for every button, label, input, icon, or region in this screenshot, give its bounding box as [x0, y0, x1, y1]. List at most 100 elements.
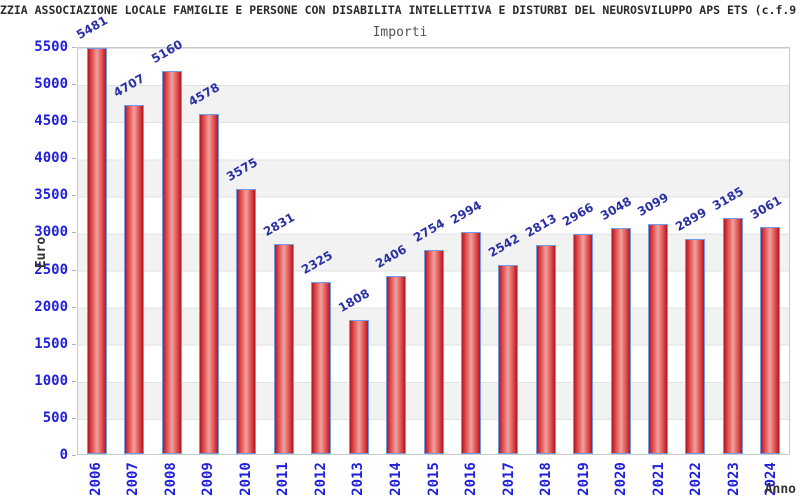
y-tick-mark	[72, 343, 76, 345]
bar-value-label: 2899	[672, 205, 709, 234]
y-tick-label: 500	[42, 409, 68, 426]
x-tick-label: 2010	[237, 462, 254, 496]
bar-value-label: 1808	[335, 286, 372, 315]
bar-value-label: 2966	[560, 200, 597, 229]
bar	[348, 319, 369, 454]
x-tick: 2011	[265, 459, 303, 499]
x-tick-label: 2020	[613, 462, 630, 496]
y-tick-mark	[72, 47, 76, 48]
chart-title: ZZIA ASSOCIAZIONE LOCALE FAMIGLIE E PERS…	[0, 3, 797, 17]
bar-slot: 2994	[448, 48, 489, 454]
y-tick-mark	[72, 158, 76, 160]
x-tick: 2007	[115, 459, 153, 499]
y-tick-label: 1000	[34, 372, 68, 389]
y-tick-label: 3500	[34, 187, 68, 204]
bar-slot: 5481	[74, 14, 115, 454]
bar	[535, 245, 556, 454]
bar-slot: 3061	[748, 48, 789, 454]
y-tick-mark	[72, 417, 76, 419]
x-tick: 2013	[340, 459, 378, 499]
bar	[423, 249, 444, 454]
y-tick-mark	[72, 380, 76, 382]
bar-value-label: 3099	[635, 190, 672, 220]
x-tick: 2008	[152, 459, 190, 499]
bar	[198, 114, 219, 454]
bar-value-label: 2754	[410, 215, 447, 245]
x-tick-label: 2019	[575, 462, 592, 496]
y-tick-mark	[72, 84, 76, 86]
y-tick-label: 2500	[34, 261, 68, 278]
y-tick-label: 1500	[34, 335, 68, 352]
x-tick: 2020	[602, 459, 640, 499]
bar	[685, 238, 706, 454]
bar-slot: 3099	[635, 48, 676, 454]
x-tick-label: 2023	[725, 462, 742, 496]
x-tick: 2010	[227, 459, 265, 499]
x-tick-label: 2015	[425, 462, 442, 496]
bar	[573, 233, 594, 454]
bar-slot: 3048	[598, 48, 639, 454]
bar-slot: 5160	[149, 37, 190, 454]
bar-value-label: 3048	[597, 194, 634, 223]
x-tick: 2015	[415, 459, 453, 499]
x-tick: 2023	[715, 459, 753, 499]
bar	[124, 104, 145, 454]
bar	[610, 227, 631, 454]
bar	[722, 217, 743, 454]
y-tick-label: 5000	[34, 76, 68, 93]
y-tick-mark	[72, 232, 76, 234]
y-tick-label: 4000	[34, 150, 68, 167]
bar-slot: 2542	[486, 48, 527, 454]
chart-subtitle: Importi	[372, 25, 428, 40]
plot-area: 5481 4707 5160 4578 3575 2831 2325 1808 2406 2754…	[74, 14, 790, 455]
bar-slot: 2899	[673, 48, 714, 454]
x-tick: 2019	[565, 459, 603, 499]
bar-slot: 2325	[299, 48, 340, 454]
bar-slot: 2406	[373, 48, 414, 454]
x-tick: 2014	[377, 459, 415, 499]
x-tick: 2012	[302, 459, 340, 499]
bar-value-label: 3575	[223, 154, 260, 184]
bar-slot: 2813	[523, 48, 564, 454]
bar	[161, 71, 182, 454]
x-tick: 2021	[640, 459, 678, 499]
x-tick-label: 2017	[500, 462, 517, 496]
x-tick-label: 2007	[125, 462, 142, 496]
bar-slot: 3575	[224, 48, 265, 454]
x-tick: 2009	[190, 459, 228, 499]
x-tick: 2016	[452, 459, 490, 499]
bar-value-label: 2994	[448, 198, 485, 227]
bar	[648, 224, 669, 454]
bar	[760, 226, 781, 454]
bar-slot: 4578	[186, 48, 227, 454]
bar-slot: 3185	[710, 48, 751, 454]
bar-slot: 4707	[111, 48, 152, 454]
bar	[273, 244, 294, 454]
bars-row: 5481 4707 5160 4578 3575 2831 2325 1808 2406 2754…	[74, 14, 789, 454]
x-tick-label: 2014	[388, 462, 405, 496]
x-tick-label: 2022	[688, 462, 705, 496]
x-tick-label: 2009	[200, 462, 217, 496]
bar	[386, 275, 407, 454]
bar-value-label: 3061	[747, 193, 784, 222]
x-axis-title: Anno	[764, 482, 796, 497]
bar-value-label: 2813	[523, 211, 559, 241]
x-tick-label: 2011	[275, 462, 292, 496]
y-tick-mark	[72, 306, 76, 308]
x-tick: 2022	[678, 459, 716, 499]
x-tick-label: 2018	[538, 462, 555, 496]
bar-slot: 2831	[261, 48, 302, 454]
x-tick: 2018	[527, 459, 565, 499]
y-tick-label: 0	[59, 447, 68, 463]
y-tick-label: 4500	[34, 113, 68, 130]
y-tick-label: 5500	[34, 39, 68, 55]
x-tick-label: 2006	[87, 462, 104, 496]
bar	[498, 265, 519, 454]
y-tick-label: 2000	[34, 298, 68, 315]
bar	[311, 281, 332, 454]
bar	[236, 188, 257, 454]
y-tick-label: 3000	[34, 224, 68, 241]
x-tick-label: 2021	[650, 462, 667, 496]
bar-value-label: 2542	[485, 231, 522, 261]
